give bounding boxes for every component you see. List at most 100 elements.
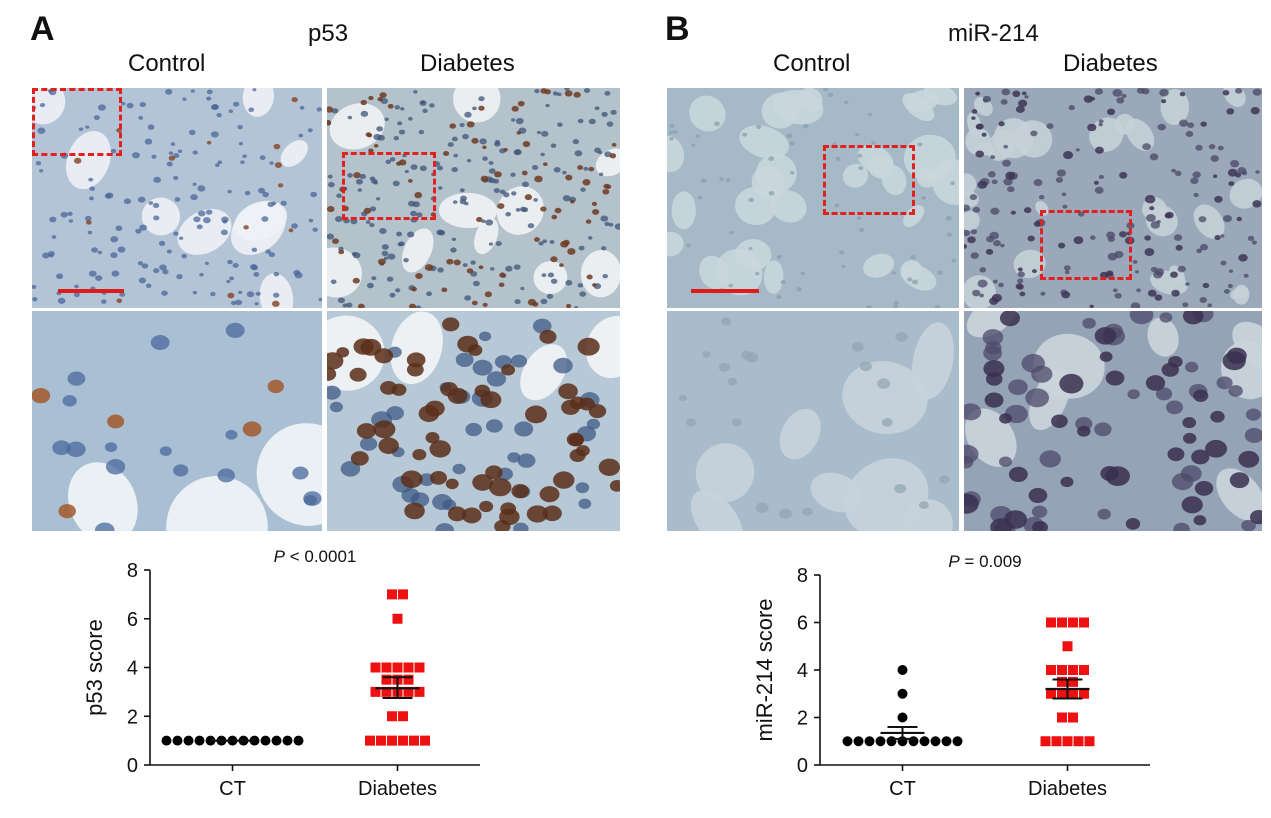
y-tick-label: 2 [797, 708, 808, 730]
y-tick-label: 6 [127, 609, 138, 631]
chart-p53-svg: P < 0.0001 0 2 4 6 8 CT Diabetes p53 score [82, 547, 480, 800]
chart-mir214-svg: P = 0.009 0 2 4 6 8 CT Diabetes miR-214 score [752, 552, 1150, 800]
data-point-diabetes [398, 735, 408, 746]
roi-box-a-diabetes [342, 152, 436, 220]
x-tick-label: CT [889, 778, 916, 800]
data-point-ct [930, 736, 941, 747]
data-point-diabetes [1051, 736, 1062, 747]
y-tick-label: 4 [797, 660, 808, 682]
data-point-diabetes [1057, 617, 1067, 628]
data-point-ct [897, 712, 908, 723]
data-point-ct [897, 665, 908, 675]
data-point-diabetes [1079, 688, 1089, 699]
data-point-diabetes [398, 711, 408, 722]
data-point-ct [293, 735, 304, 746]
data-point-diabetes [420, 735, 430, 746]
roi-box-a-control [32, 88, 122, 156]
data-point-diabetes [1057, 688, 1067, 699]
panel-b-control-label: Control [773, 50, 851, 77]
panel-a-diabetes-label: Diabetes [420, 50, 515, 77]
micrograph-b-diabetes-zoom [964, 311, 1262, 531]
panel-b-title: miR-214 [948, 20, 1039, 47]
panel-a-control-label: Control [128, 50, 206, 77]
y-tick-label: 2 [127, 706, 138, 728]
data-point-diabetes [1057, 676, 1067, 687]
data-point-diabetes [370, 662, 381, 673]
data-point-diabetes [392, 662, 403, 673]
p-value-annotation: P < 0.0001 [274, 547, 357, 566]
data-point-ct [941, 736, 952, 747]
data-point-ct [282, 735, 293, 746]
x-tick-label: Diabetes [1028, 778, 1107, 800]
tissue-b1 [667, 88, 959, 308]
data-point-diabetes [414, 686, 425, 697]
y-tick-label: 0 [127, 755, 138, 777]
micrograph-b-diabetes-overview [964, 88, 1262, 308]
data-point-diabetes [1073, 736, 1084, 747]
data-point-diabetes [1068, 676, 1078, 687]
x-tick-label: Diabetes [358, 778, 437, 800]
panel-b-diabetes-label: Diabetes [1063, 50, 1158, 77]
data-point-diabetes [403, 662, 414, 673]
roi-box-b-control [823, 145, 915, 215]
y-tick-label: 8 [127, 560, 138, 582]
data-point-ct [842, 736, 853, 747]
data-point-ct [183, 735, 194, 746]
data-point-diabetes [1079, 617, 1089, 628]
data-point-diabetes [1046, 688, 1056, 699]
tissue-b3 [667, 311, 959, 531]
y-tick-label: 4 [127, 658, 138, 680]
y-axis-label: miR-214 score [752, 598, 777, 741]
data-point-diabetes [387, 735, 397, 746]
data-point-ct [908, 736, 919, 747]
panel-b-letter: B [665, 10, 690, 48]
data-point-diabetes [1062, 736, 1073, 747]
chart-p53-score: P < 0.0001 0 2 4 6 8 CT Diabetes p53 score [70, 540, 520, 810]
micrograph-a-diabetes-zoom [327, 311, 620, 531]
tissue-a3 [32, 311, 322, 531]
tissue-a2 [327, 88, 620, 308]
y-tick-label: 6 [797, 613, 808, 635]
data-point-diabetes [381, 674, 392, 685]
data-point-diabetes [376, 735, 386, 746]
data-point-diabetes [1046, 665, 1056, 675]
data-point-diabetes [381, 662, 392, 673]
data-point-diabetes [1068, 712, 1078, 723]
panel-a-title: p53 [308, 20, 349, 47]
data-point-diabetes [1062, 641, 1073, 652]
scale-bar-b [691, 289, 759, 293]
data-point-diabetes [381, 686, 392, 697]
data-point-ct [271, 735, 282, 746]
data-point-diabetes [1068, 617, 1078, 628]
data-point-ct [172, 735, 183, 746]
data-point-ct [260, 735, 271, 746]
data-point-diabetes [1057, 665, 1067, 675]
x-tick-label: CT [219, 778, 246, 800]
y-tick-label: 8 [797, 565, 808, 587]
data-point-diabetes [387, 589, 397, 600]
data-point-diabetes [1079, 665, 1089, 675]
data-point-diabetes [392, 613, 403, 624]
micrograph-b-control-zoom [667, 311, 959, 531]
tissue-b4 [964, 311, 1262, 531]
scale-bar-a [58, 289, 124, 293]
micrograph-a-diabetes-overview [327, 88, 620, 308]
micrograph-b-control-overview [667, 88, 959, 308]
data-point-diabetes [414, 662, 425, 673]
data-point-ct [897, 688, 908, 699]
tissue-a4 [327, 311, 620, 531]
data-point-ct [952, 736, 963, 747]
chart-mir214-score: P = 0.009 0 2 4 6 8 CT Diabetes miR-214 score [740, 545, 1190, 810]
data-point-diabetes [370, 686, 381, 697]
data-point-diabetes [403, 674, 414, 685]
data-point-ct [853, 736, 864, 747]
data-point-diabetes [1057, 712, 1067, 723]
data-point-ct [194, 735, 205, 746]
data-point-diabetes [403, 686, 414, 697]
data-point-diabetes [387, 711, 397, 722]
data-point-ct [919, 736, 930, 747]
panel-a-letter: A [30, 10, 55, 48]
roi-box-b-diabetes [1040, 210, 1132, 280]
data-point-diabetes [365, 735, 375, 746]
data-point-diabetes [409, 735, 419, 746]
